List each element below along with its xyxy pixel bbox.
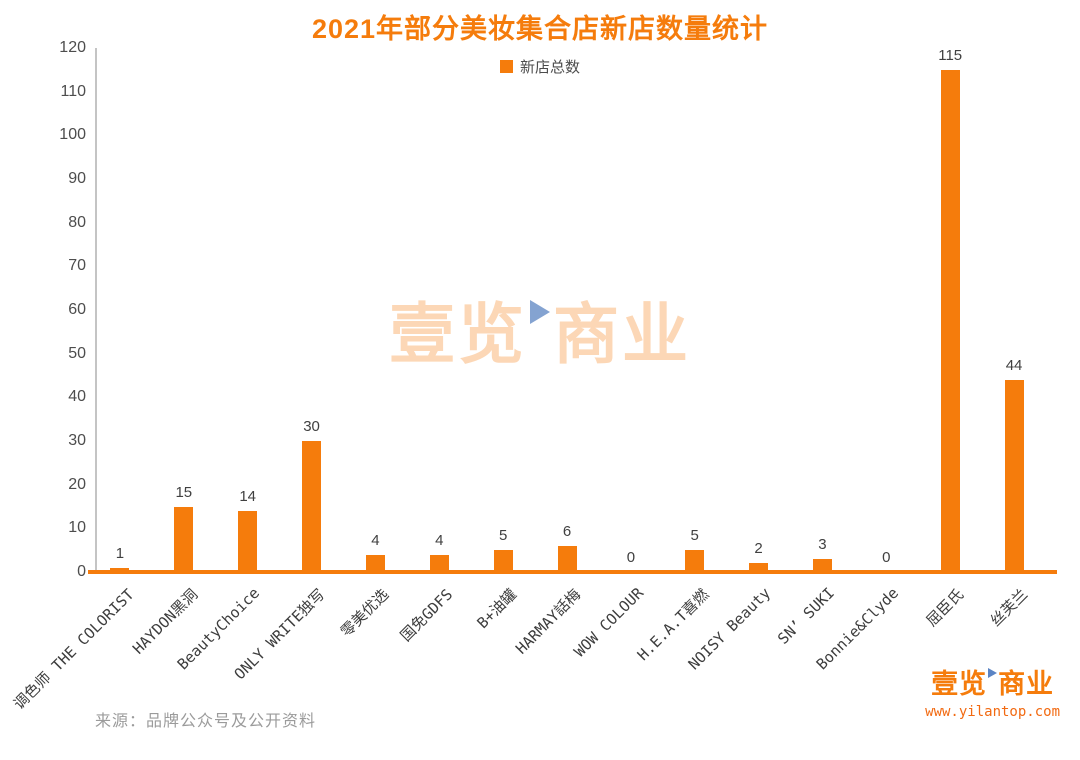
bar bbox=[174, 506, 194, 572]
x-axis-category-label: B+油罐 bbox=[473, 585, 521, 633]
y-axis-tick-label: 70 bbox=[68, 257, 86, 275]
bar bbox=[557, 545, 577, 572]
legend: 新店总数 bbox=[0, 56, 1080, 77]
y-axis-tick-label: 20 bbox=[68, 475, 86, 493]
bar bbox=[238, 510, 258, 572]
bar-value-label: 5 bbox=[498, 527, 508, 545]
y-axis-tick-label: 120 bbox=[59, 39, 86, 56]
brand-logo: 壹览 商业 www.yilantop.com bbox=[925, 662, 1060, 720]
bar-value-label: 0 bbox=[626, 549, 636, 566]
source-note: 来源：品牌公众号及公开资料 bbox=[95, 713, 317, 730]
bar bbox=[302, 441, 322, 572]
play-triangle-icon bbox=[530, 300, 550, 324]
y-axis-tick-label: 30 bbox=[68, 432, 86, 449]
watermark-text-right: 商业 bbox=[553, 297, 691, 371]
legend-swatch-icon bbox=[499, 60, 513, 73]
watermark-text-left: 壹览 bbox=[389, 297, 527, 371]
bar-value-label: 3 bbox=[818, 535, 827, 553]
brand-logo-text-left: 壹览 bbox=[931, 669, 988, 699]
y-axis-tick-label: 60 bbox=[68, 301, 86, 318]
bar-value-label: 0 bbox=[882, 549, 891, 566]
bar bbox=[110, 567, 130, 572]
bar bbox=[493, 550, 513, 572]
watermark: 壹览 商业 bbox=[0, 281, 1080, 377]
bar-value-label: 2 bbox=[754, 540, 763, 558]
bar-value-label: 14 bbox=[239, 487, 256, 505]
play-triangle-icon bbox=[988, 667, 998, 678]
bar-value-label: 15 bbox=[175, 483, 193, 501]
bar-value-label: 4 bbox=[371, 531, 380, 549]
bar bbox=[749, 563, 769, 572]
y-axis-tick-label: 10 bbox=[68, 519, 86, 537]
bar-value-label: 4 bbox=[435, 531, 444, 549]
y-axis-tick-label: 110 bbox=[60, 82, 86, 100]
bar-value-label: 5 bbox=[690, 527, 699, 545]
x-axis-category-label: 国免GDFS bbox=[396, 585, 457, 645]
bar-value-label: 44 bbox=[1005, 356, 1023, 374]
x-axis-category-label: 零美优选 bbox=[337, 585, 393, 641]
y-axis-tick-label: 0 bbox=[77, 563, 86, 580]
bar bbox=[1004, 379, 1024, 572]
brand-url: www.yilantop.com bbox=[925, 704, 1060, 720]
bar-value-label: 6 bbox=[562, 522, 572, 540]
bar bbox=[812, 558, 832, 572]
x-axis-category-label: 屈臣氏 bbox=[922, 585, 968, 630]
x-axis-category-label: 丝芙兰 bbox=[986, 585, 1032, 630]
bar bbox=[940, 69, 960, 572]
bar bbox=[365, 554, 385, 572]
bar-value-label: 30 bbox=[303, 418, 320, 435]
legend-label: 新店总数 bbox=[519, 59, 580, 76]
chart-title: 2021年部分美妆集合店新店数量统计 bbox=[311, 14, 769, 44]
bar bbox=[429, 554, 449, 572]
y-axis-tick-label: 40 bbox=[68, 388, 86, 406]
y-axis-tick-label: 90 bbox=[68, 170, 86, 187]
y-axis-tick-label: 80 bbox=[68, 213, 86, 231]
y-axis-tick-label: 100 bbox=[59, 126, 86, 144]
bar-value-label: 1 bbox=[115, 544, 125, 562]
brand-logo-text-right: 商业 bbox=[998, 669, 1055, 699]
brand-logo-text: 壹览 商业 bbox=[925, 662, 1060, 701]
y-axis-tick-label: 50 bbox=[68, 344, 86, 362]
x-axis-category-label: 调色师 THE COLORIST bbox=[9, 585, 138, 713]
bar bbox=[685, 550, 705, 572]
x-axis-category-label: SN’ SUKI bbox=[774, 584, 839, 648]
bar-value-label: 115 bbox=[938, 46, 963, 64]
x-axis-line bbox=[88, 570, 1057, 574]
y-axis-line bbox=[95, 48, 97, 572]
